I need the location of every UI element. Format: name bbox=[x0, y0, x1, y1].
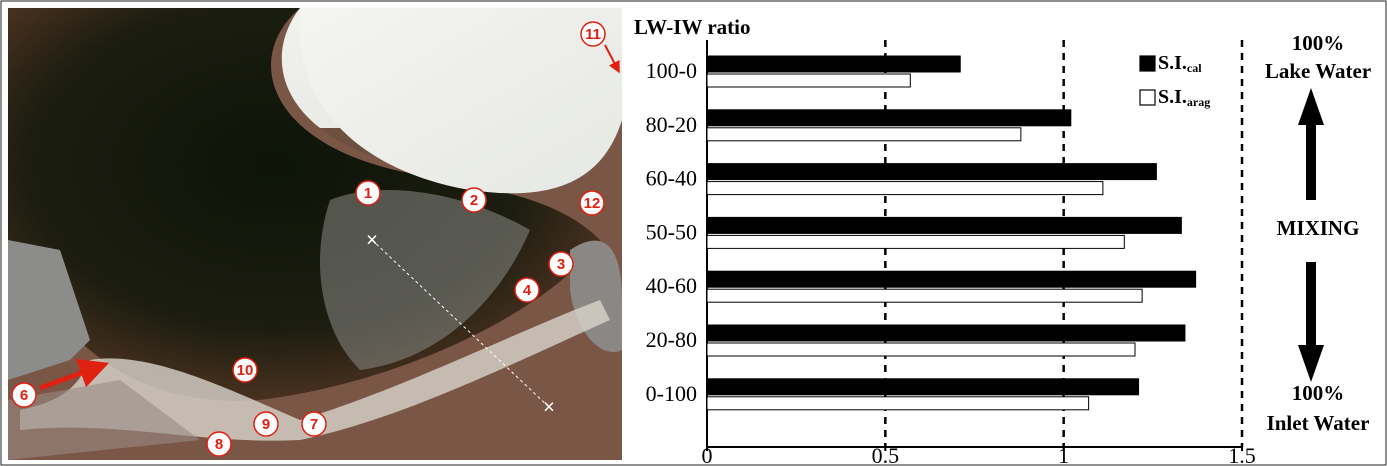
marker-label: 12 bbox=[584, 195, 601, 212]
bar bbox=[707, 128, 1021, 141]
annotation: 100% bbox=[1292, 31, 1345, 55]
annotation: Lake Water bbox=[1265, 59, 1371, 83]
bar bbox=[707, 271, 1196, 287]
bar bbox=[707, 217, 1181, 233]
figure: × × 12346789101112 LW-IW ratio 00.511.51… bbox=[0, 0, 1387, 466]
legend-subscript: cal bbox=[1187, 61, 1202, 75]
marker-label: 8 bbox=[215, 436, 223, 453]
y-axis-label: LW-IW ratio bbox=[634, 15, 750, 39]
y-tick-label: 100-0 bbox=[646, 58, 697, 83]
marker-label: 11 bbox=[585, 26, 601, 43]
y-tick-label: 20-80 bbox=[646, 327, 697, 352]
marker-label: 1 bbox=[364, 185, 372, 202]
bar bbox=[707, 74, 910, 87]
svg-text:×: × bbox=[543, 396, 555, 418]
marker-label: 2 bbox=[470, 192, 478, 209]
y-tick-label: 50-50 bbox=[646, 219, 697, 244]
bar bbox=[707, 182, 1103, 195]
annotation: 100% bbox=[1292, 381, 1345, 405]
marker-label: 9 bbox=[262, 416, 270, 433]
legend-swatch bbox=[1140, 56, 1155, 71]
bar bbox=[707, 325, 1185, 341]
marker-label: 7 bbox=[310, 416, 318, 433]
marker-label: 4 bbox=[523, 282, 532, 299]
y-tick-label: 0-100 bbox=[646, 381, 697, 406]
bar bbox=[707, 379, 1139, 395]
legend-subscript: arag bbox=[1187, 95, 1210, 109]
annotation: MIXING bbox=[1277, 216, 1360, 240]
marker-label: 6 bbox=[20, 387, 28, 404]
bar bbox=[707, 164, 1156, 180]
y-tick-label: 60-40 bbox=[646, 166, 697, 191]
bar bbox=[707, 343, 1135, 356]
legend-swatch bbox=[1140, 90, 1155, 105]
y-tick-label: 40-60 bbox=[646, 273, 697, 298]
legend-name: S.I. bbox=[1158, 52, 1187, 74]
satellite-image: × × bbox=[8, 8, 622, 460]
marker-label: 10 bbox=[237, 362, 254, 379]
legend-name: S.I. bbox=[1158, 86, 1187, 108]
y-tick-label: 80-20 bbox=[646, 112, 697, 137]
bar bbox=[707, 289, 1142, 302]
svg-text:×: × bbox=[366, 229, 378, 251]
bar bbox=[707, 235, 1124, 248]
bar bbox=[707, 56, 960, 72]
marker-label: 3 bbox=[557, 256, 565, 273]
annotation: Inlet Water bbox=[1267, 411, 1370, 435]
bar bbox=[707, 397, 1089, 410]
bar bbox=[707, 110, 1071, 126]
